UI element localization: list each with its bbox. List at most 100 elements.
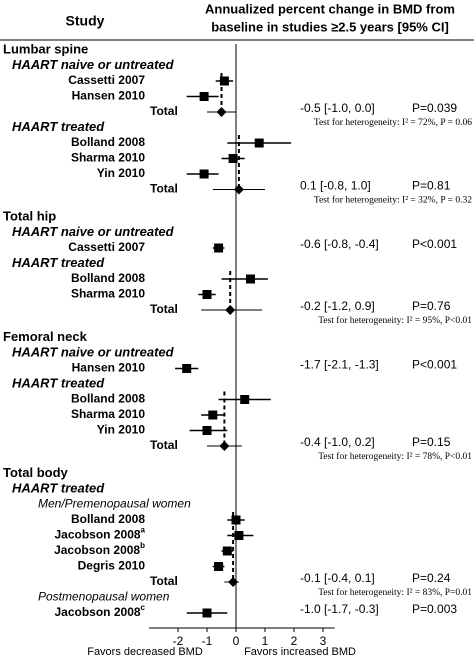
subgroup-label: HAART treated bbox=[12, 480, 105, 495]
study-label: Bolland 2008 bbox=[71, 512, 145, 526]
estimate-square bbox=[202, 426, 212, 435]
study-name: Hansen 2010 bbox=[72, 89, 146, 103]
study-name: Hansen 2010 bbox=[72, 361, 146, 375]
estimate-diamond bbox=[233, 184, 244, 195]
study-name: Bolland 2008 bbox=[71, 392, 145, 406]
estimate-diamond bbox=[228, 577, 239, 587]
total-label: Total bbox=[150, 574, 178, 588]
total-label: Total bbox=[150, 182, 178, 196]
header: Study bbox=[66, 13, 105, 29]
study-label: Jacobson 2008c bbox=[55, 603, 146, 619]
estimate-label: 0.1 [-0.8, 1.0] bbox=[300, 179, 371, 193]
p-value: P=0.15 bbox=[412, 435, 451, 449]
study-name: Jacobson 2008 bbox=[55, 605, 141, 619]
estimate-square bbox=[199, 169, 209, 179]
estimate-label: -0.4 [-1.0, 0.2] bbox=[300, 435, 375, 449]
subgroup-label: HAART treated bbox=[12, 375, 105, 390]
estimate-square bbox=[246, 274, 255, 284]
study-name: Bolland 2008 bbox=[71, 271, 145, 285]
estimate-square bbox=[219, 76, 229, 86]
study-label: Bolland 2008 bbox=[71, 135, 145, 149]
estimate-square bbox=[222, 546, 232, 556]
study-label: Bolland 2008 bbox=[71, 392, 145, 406]
estimate-square bbox=[228, 154, 238, 163]
title: baseline in studies ≥2.5 years [95% CI] bbox=[211, 19, 449, 34]
study-superscript: b bbox=[140, 541, 145, 550]
heterogeneity: Test for heterogeneity: I² = 32%, P = 0.… bbox=[314, 195, 472, 206]
study-label: Hansen 2010 bbox=[72, 89, 146, 103]
study-name: Bolland 2008 bbox=[71, 135, 145, 149]
study-name: Yin 2010 bbox=[97, 423, 146, 437]
p-value: P<0.001 bbox=[412, 358, 457, 372]
x-tick-label: 2 bbox=[291, 634, 298, 648]
x-label-right: Favors increased BMD bbox=[244, 646, 356, 658]
subgroup-label: Men/Premenopausal women bbox=[38, 497, 191, 511]
study-label: Yin 2010 bbox=[97, 166, 146, 180]
estimate-square bbox=[202, 608, 212, 618]
study-name: Cassetti 2007 bbox=[68, 240, 145, 254]
subgroup-label: HAART naive or untreated bbox=[12, 224, 175, 239]
study-label: Sharma 2010 bbox=[71, 407, 145, 421]
study-label: Jacobson 2008b bbox=[54, 541, 145, 557]
estimate-square bbox=[182, 364, 192, 373]
estimate-diamond bbox=[216, 107, 227, 117]
total-label: Total bbox=[150, 438, 178, 452]
study-name: Sharma 2010 bbox=[71, 407, 145, 421]
estimate-square bbox=[214, 562, 224, 571]
study-name: Sharma 2010 bbox=[71, 151, 145, 165]
study-label: Cassetti 2007 bbox=[68, 73, 145, 87]
estimate-diamond bbox=[219, 441, 230, 451]
study-superscript: a bbox=[141, 526, 146, 535]
study-label: Jacobson 2008a bbox=[55, 526, 146, 542]
subgroup-label: HAART treated bbox=[12, 119, 105, 134]
study-superscript: c bbox=[141, 603, 146, 612]
estimate-label: -1.7 [-2.1, -1.3] bbox=[300, 358, 379, 372]
heterogeneity: Test for heterogeneity: I² = 83%, P=0.01 bbox=[318, 587, 472, 598]
estimate-label: -0.1 [-0.4, 0.1] bbox=[300, 571, 375, 585]
estimate-square bbox=[208, 410, 218, 420]
estimate-label: -1.0 [-1.7, -0.3] bbox=[300, 602, 379, 616]
total-label: Total bbox=[150, 104, 178, 118]
subgroup-label: HAART treated bbox=[12, 255, 105, 270]
estimate-square bbox=[254, 138, 264, 148]
section-label: Total body bbox=[3, 465, 69, 480]
estimate-square bbox=[240, 395, 250, 404]
x-tick-label: 0 bbox=[233, 634, 240, 648]
p-value: P=0.76 bbox=[412, 299, 451, 313]
study-name: Yin 2010 bbox=[97, 166, 146, 180]
p-value: P=0.039 bbox=[412, 101, 457, 115]
x-tick-label: 3 bbox=[320, 634, 327, 648]
study-label: Bolland 2008 bbox=[71, 271, 145, 285]
p-value: P=0.81 bbox=[412, 179, 451, 193]
estimate-label: -0.6 [-0.8, -0.4] bbox=[300, 237, 379, 251]
study-name: Jacobson 2008 bbox=[55, 528, 141, 542]
study-name: Cassetti 2007 bbox=[68, 73, 145, 87]
estimate-label: -0.5 [-1.0, 0.0] bbox=[300, 101, 375, 115]
study-label: Yin 2010 bbox=[97, 423, 146, 437]
subgroup-label: Postmenopausal women bbox=[38, 590, 170, 604]
estimate-square bbox=[214, 243, 224, 253]
x-tick-label: -2 bbox=[173, 634, 184, 648]
study-name: Sharma 2010 bbox=[71, 287, 145, 301]
estimate-square bbox=[231, 515, 241, 525]
p-value: P=0.003 bbox=[412, 602, 457, 616]
total-label: Total bbox=[150, 302, 178, 316]
subgroup-label: HAART naive or untreated bbox=[12, 344, 175, 359]
subgroup-label: HAART naive or untreated bbox=[12, 57, 175, 72]
x-tick-label: -1 bbox=[202, 634, 213, 648]
heterogeneity: Test for heterogeneity: I² = 78%, P<0.01 bbox=[318, 451, 472, 462]
title: Annualized percent change in BMD from bbox=[205, 1, 455, 16]
study-label: Degris 2010 bbox=[78, 559, 146, 573]
estimate-square bbox=[199, 92, 209, 101]
study-label: Cassetti 2007 bbox=[68, 240, 145, 254]
study-name: Jacobson 2008 bbox=[54, 543, 140, 557]
section-label: Lumbar spine bbox=[3, 41, 88, 56]
p-value: P<0.001 bbox=[412, 237, 457, 251]
estimate-square bbox=[202, 290, 212, 299]
study-label: Sharma 2010 bbox=[71, 151, 145, 165]
study-name: Bolland 2008 bbox=[71, 512, 145, 526]
heterogeneity: Test for heterogeneity: I² = 95%, P<0.01 bbox=[318, 315, 472, 326]
study-label: Hansen 2010 bbox=[72, 361, 146, 375]
section-label: Femoral neck bbox=[3, 329, 88, 344]
